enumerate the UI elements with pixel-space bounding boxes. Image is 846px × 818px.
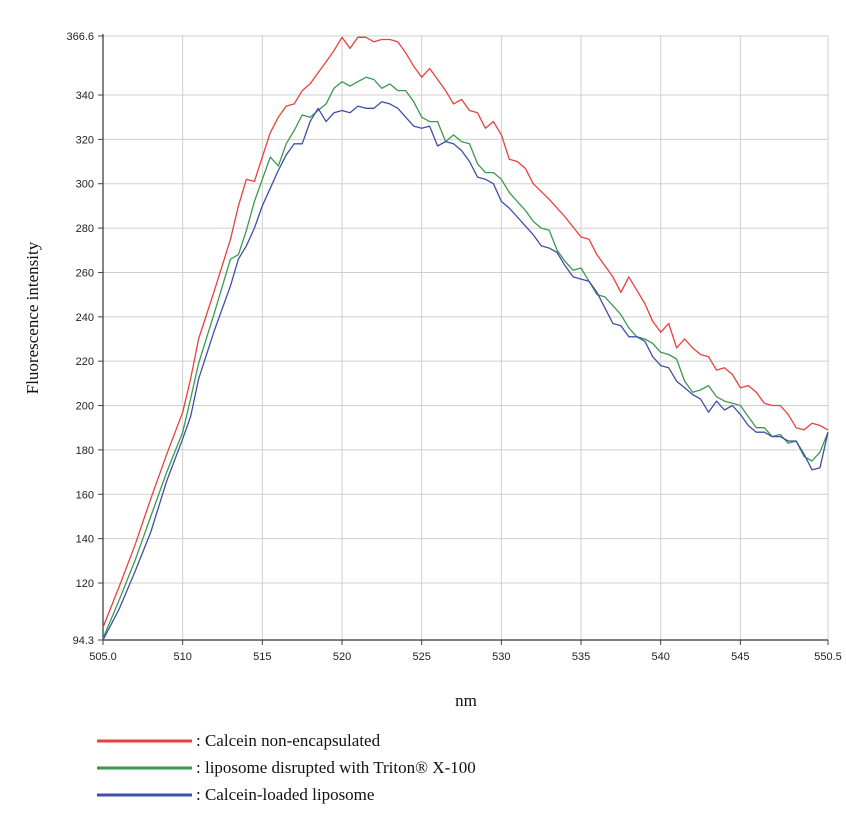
axes bbox=[98, 34, 829, 645]
legend-label-loaded: : Calcein-loaded liposome bbox=[196, 785, 374, 804]
legend-label-non-encapsulated: : Calcein non-encapsulated bbox=[196, 731, 381, 750]
y-tick-label: 320 bbox=[76, 134, 94, 146]
tick-labels: 505.0 510 515 520 525 530 535 540 545 550.5 94.3 12… bbox=[66, 31, 841, 663]
y-tick-label: 280 bbox=[76, 223, 94, 235]
y-tick-label: 94.3 bbox=[73, 635, 94, 647]
x-tick-label: 505.0 bbox=[89, 651, 117, 663]
legend: : Calcein non-encapsulated : liposome di… bbox=[97, 731, 476, 804]
y-tick-label: 366.6 bbox=[66, 31, 94, 43]
series-line-loaded bbox=[102, 101, 829, 641]
x-tick-label: 550.5 bbox=[814, 651, 842, 663]
legend-label-triton: : liposome disrupted with Triton® X-100 bbox=[196, 758, 476, 777]
y-tick-label: 140 bbox=[76, 534, 94, 546]
y-tick-label: 120 bbox=[76, 578, 94, 590]
y-tick-label: 260 bbox=[76, 267, 94, 279]
x-tick-label: 530 bbox=[492, 651, 510, 663]
y-tick-label: 300 bbox=[76, 179, 94, 191]
y-tick-label: 180 bbox=[76, 445, 94, 457]
y-tick-label: 200 bbox=[76, 401, 94, 413]
x-tick-label: 535 bbox=[572, 651, 590, 663]
y-tick-label: 340 bbox=[76, 90, 94, 102]
x-tick-label: 540 bbox=[652, 651, 670, 663]
series-line-non-encapsulated bbox=[102, 36, 829, 628]
x-tick-label: 510 bbox=[173, 651, 191, 663]
y-tick-label: 220 bbox=[76, 356, 94, 368]
x-tick-label: 520 bbox=[333, 651, 351, 663]
x-tick-label: 545 bbox=[731, 651, 749, 663]
series-line-triton bbox=[102, 76, 829, 639]
y-tick-label: 160 bbox=[76, 489, 94, 501]
x-tick-label: 515 bbox=[253, 651, 271, 663]
series-lines bbox=[102, 36, 829, 641]
y-tick-label: 240 bbox=[76, 312, 94, 324]
x-axis-title: nm bbox=[455, 691, 477, 710]
x-tick-label: 525 bbox=[413, 651, 431, 663]
y-axis-title: Fluorescence intensity bbox=[23, 241, 42, 394]
